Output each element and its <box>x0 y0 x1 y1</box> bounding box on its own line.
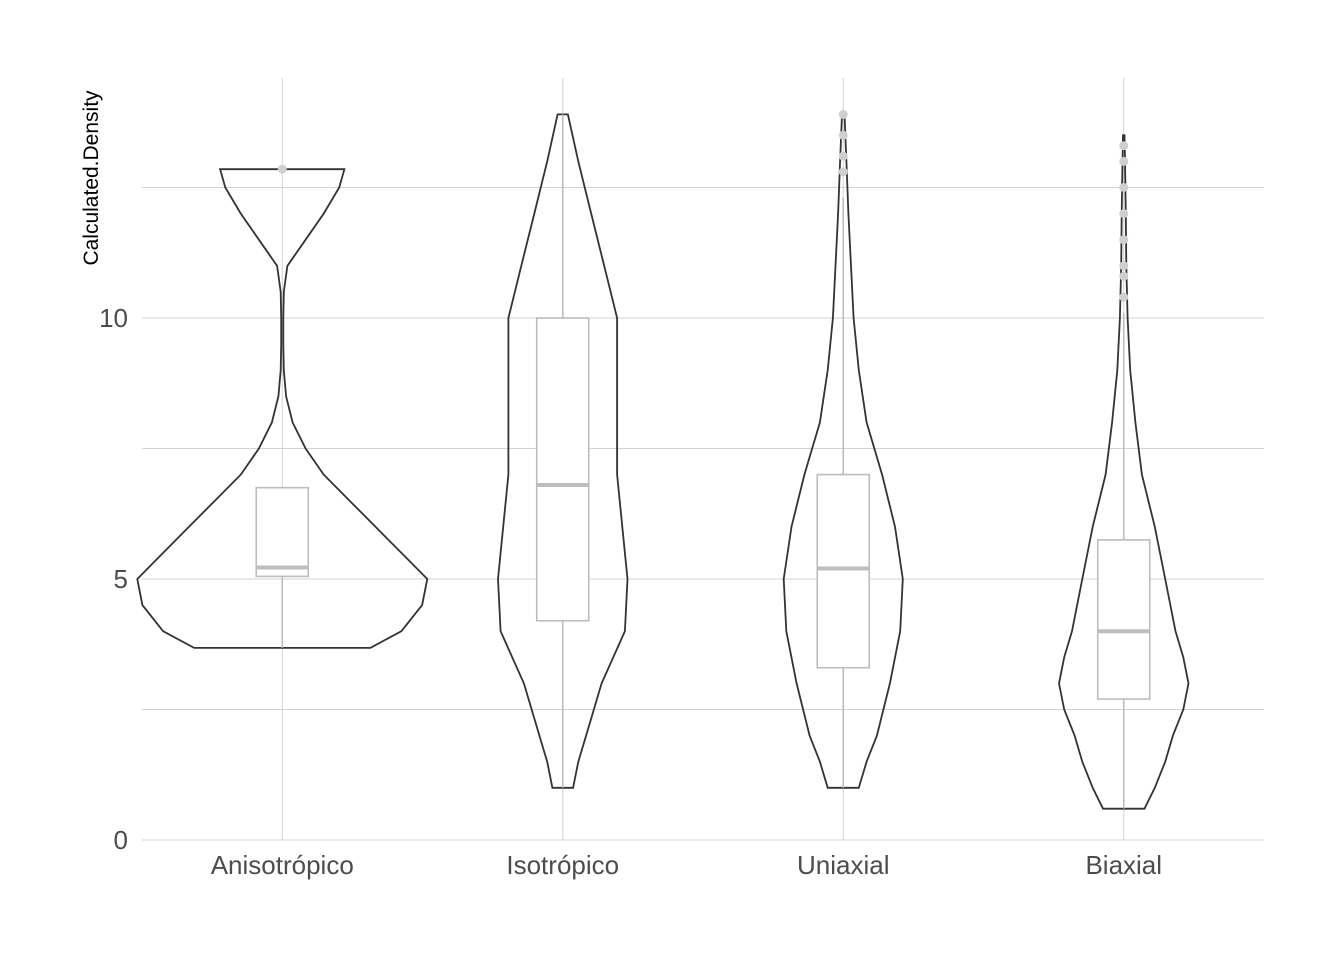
grid-layer <box>142 78 1264 841</box>
x-tick-label: Anisotrópico <box>211 850 354 880</box>
outlier-point <box>838 167 848 177</box>
y-tick-label: 0 <box>114 825 128 855</box>
x-tick-label: Biaxial <box>1085 850 1162 880</box>
outlier-point <box>1119 261 1129 271</box>
outlier-point <box>1119 156 1129 166</box>
outlier-point <box>277 164 287 174</box>
outlier-point <box>838 109 848 119</box>
violin-1 <box>497 113 629 789</box>
y-tick-labels: 0 5 10 <box>99 303 128 855</box>
violin-0 <box>136 168 429 649</box>
y-tick-label: 5 <box>114 564 128 594</box>
boxplot-layer <box>255 109 1151 809</box>
box-3 <box>1096 539 1151 700</box>
outlier-point <box>1119 141 1129 151</box>
box-2 <box>816 473 871 669</box>
outlier-point <box>1119 235 1129 245</box>
y-axis-title: Calculated.Density <box>80 90 103 266</box>
box-1 <box>535 317 590 622</box>
outlier-point <box>1119 209 1129 219</box>
y-tick-label: 10 <box>99 303 128 333</box>
x-tick-label: Uniaxial <box>797 850 890 880</box>
violin-layer <box>136 113 1190 810</box>
x-tick-labels: Anisotrópico Isotrópico Uniaxial Biaxial <box>211 850 1162 880</box>
outlier-point <box>838 151 848 161</box>
outlier-point <box>1119 183 1129 192</box>
outlier-point <box>1119 292 1129 302</box>
box-0 <box>255 486 310 578</box>
outlier-point <box>838 130 848 140</box>
x-tick-label: Isotrópico <box>506 850 619 880</box>
outlier-point <box>1119 271 1129 281</box>
violin-3 <box>1058 134 1190 810</box>
